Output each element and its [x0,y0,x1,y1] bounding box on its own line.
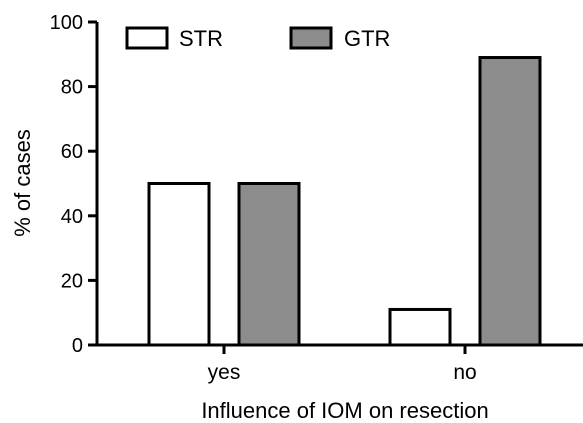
y-tick-label: 60 [61,141,83,163]
x-tick-label: no [453,361,476,384]
y-axis: 0 20 40 60 80 100 [50,12,99,357]
legend-label-str: STR [179,26,223,51]
bar-gtr-yes [237,182,301,347]
y-axis-title: % of cases [10,129,35,237]
y-tick-label: 20 [61,270,83,292]
x-tick-label: yes [208,361,241,384]
legend-swatch-str [125,26,169,50]
x-axis: yes no [96,343,583,384]
bar-gtr-no [478,56,542,347]
legend: STR GTR [125,26,390,51]
y-tick-label: 40 [61,206,83,228]
y-tick-label: 100 [50,12,83,34]
bar-str-yes [147,182,211,347]
legend-swatch-gtr [289,26,333,50]
y-tick-label: 0 [72,335,83,357]
legend-label-gtr: GTR [344,26,390,51]
bars [147,56,542,347]
x-axis-title: Influence of IOM on resection [201,398,488,423]
y-tick-label: 80 [61,77,83,99]
bar-str-no [388,307,452,347]
